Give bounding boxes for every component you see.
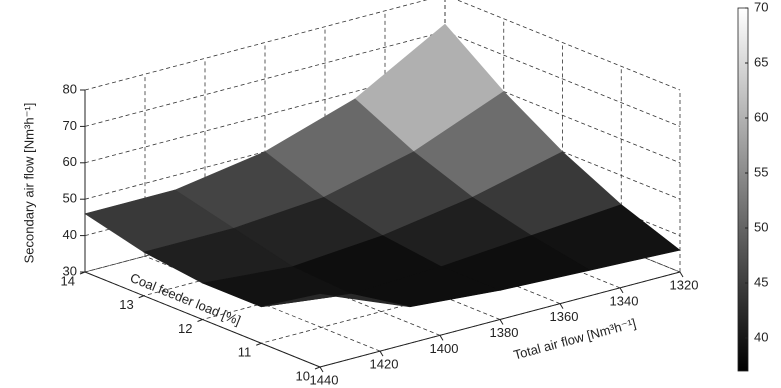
y-tick <box>314 366 321 370</box>
x-tick <box>559 303 564 309</box>
y-tick-label: 14 <box>61 273 75 288</box>
x-tick-label: 1360 <box>550 309 579 324</box>
surface <box>84 23 681 308</box>
grid-line <box>456 0 681 91</box>
x-tick-label: 1340 <box>610 293 639 308</box>
x-tick <box>619 287 624 294</box>
colorbar-tick-label: 40 <box>754 329 768 344</box>
y-tick-label: 13 <box>119 297 133 312</box>
y-tick-label: 10 <box>296 368 310 383</box>
colorbar-tick-label: 55 <box>754 164 768 179</box>
colorbar-tick-label: 65 <box>754 54 768 69</box>
x-tick-label: 1320 <box>670 277 699 292</box>
y-tick <box>79 271 86 275</box>
colorbar-tick-label: 70 <box>754 0 768 14</box>
grid-line <box>84 31 446 127</box>
z-tick-label: 70 <box>63 118 77 133</box>
x-tick-label: 1440 <box>310 372 339 387</box>
colorbar-tick-label: 50 <box>754 219 768 234</box>
z-axis-label: Secondary air flow [Nm³h⁻¹] <box>21 103 36 264</box>
x-tick <box>379 350 384 357</box>
grid-line <box>84 176 446 273</box>
x-tick-label: 1400 <box>430 341 459 356</box>
z-tick-label: 60 <box>63 154 77 169</box>
x-tick <box>679 271 684 278</box>
surface-patch <box>261 293 411 308</box>
y-tick <box>197 319 203 322</box>
grid-line <box>261 247 622 344</box>
x-tick <box>439 335 444 341</box>
x-tick-label: 1420 <box>370 357 399 372</box>
y-tick-label: 11 <box>238 345 252 360</box>
colorbar-tick-label: 45 <box>754 274 768 289</box>
z-tick-label: 80 <box>63 81 77 96</box>
z-tick-label: 50 <box>63 191 77 206</box>
y-tick <box>256 342 262 346</box>
y-tick <box>138 295 144 299</box>
z-tick-label: 30 <box>63 263 77 278</box>
x-tick-label: 1380 <box>490 325 519 340</box>
colorbar-tick-label: 60 <box>754 109 768 124</box>
x-tick <box>499 319 504 325</box>
colorbar <box>737 7 749 372</box>
y-tick-label: 12 <box>178 321 192 336</box>
grid-line <box>84 0 428 91</box>
grid-line <box>444 31 681 127</box>
z-tick-label: 40 <box>63 227 77 242</box>
x-tick <box>319 366 324 373</box>
